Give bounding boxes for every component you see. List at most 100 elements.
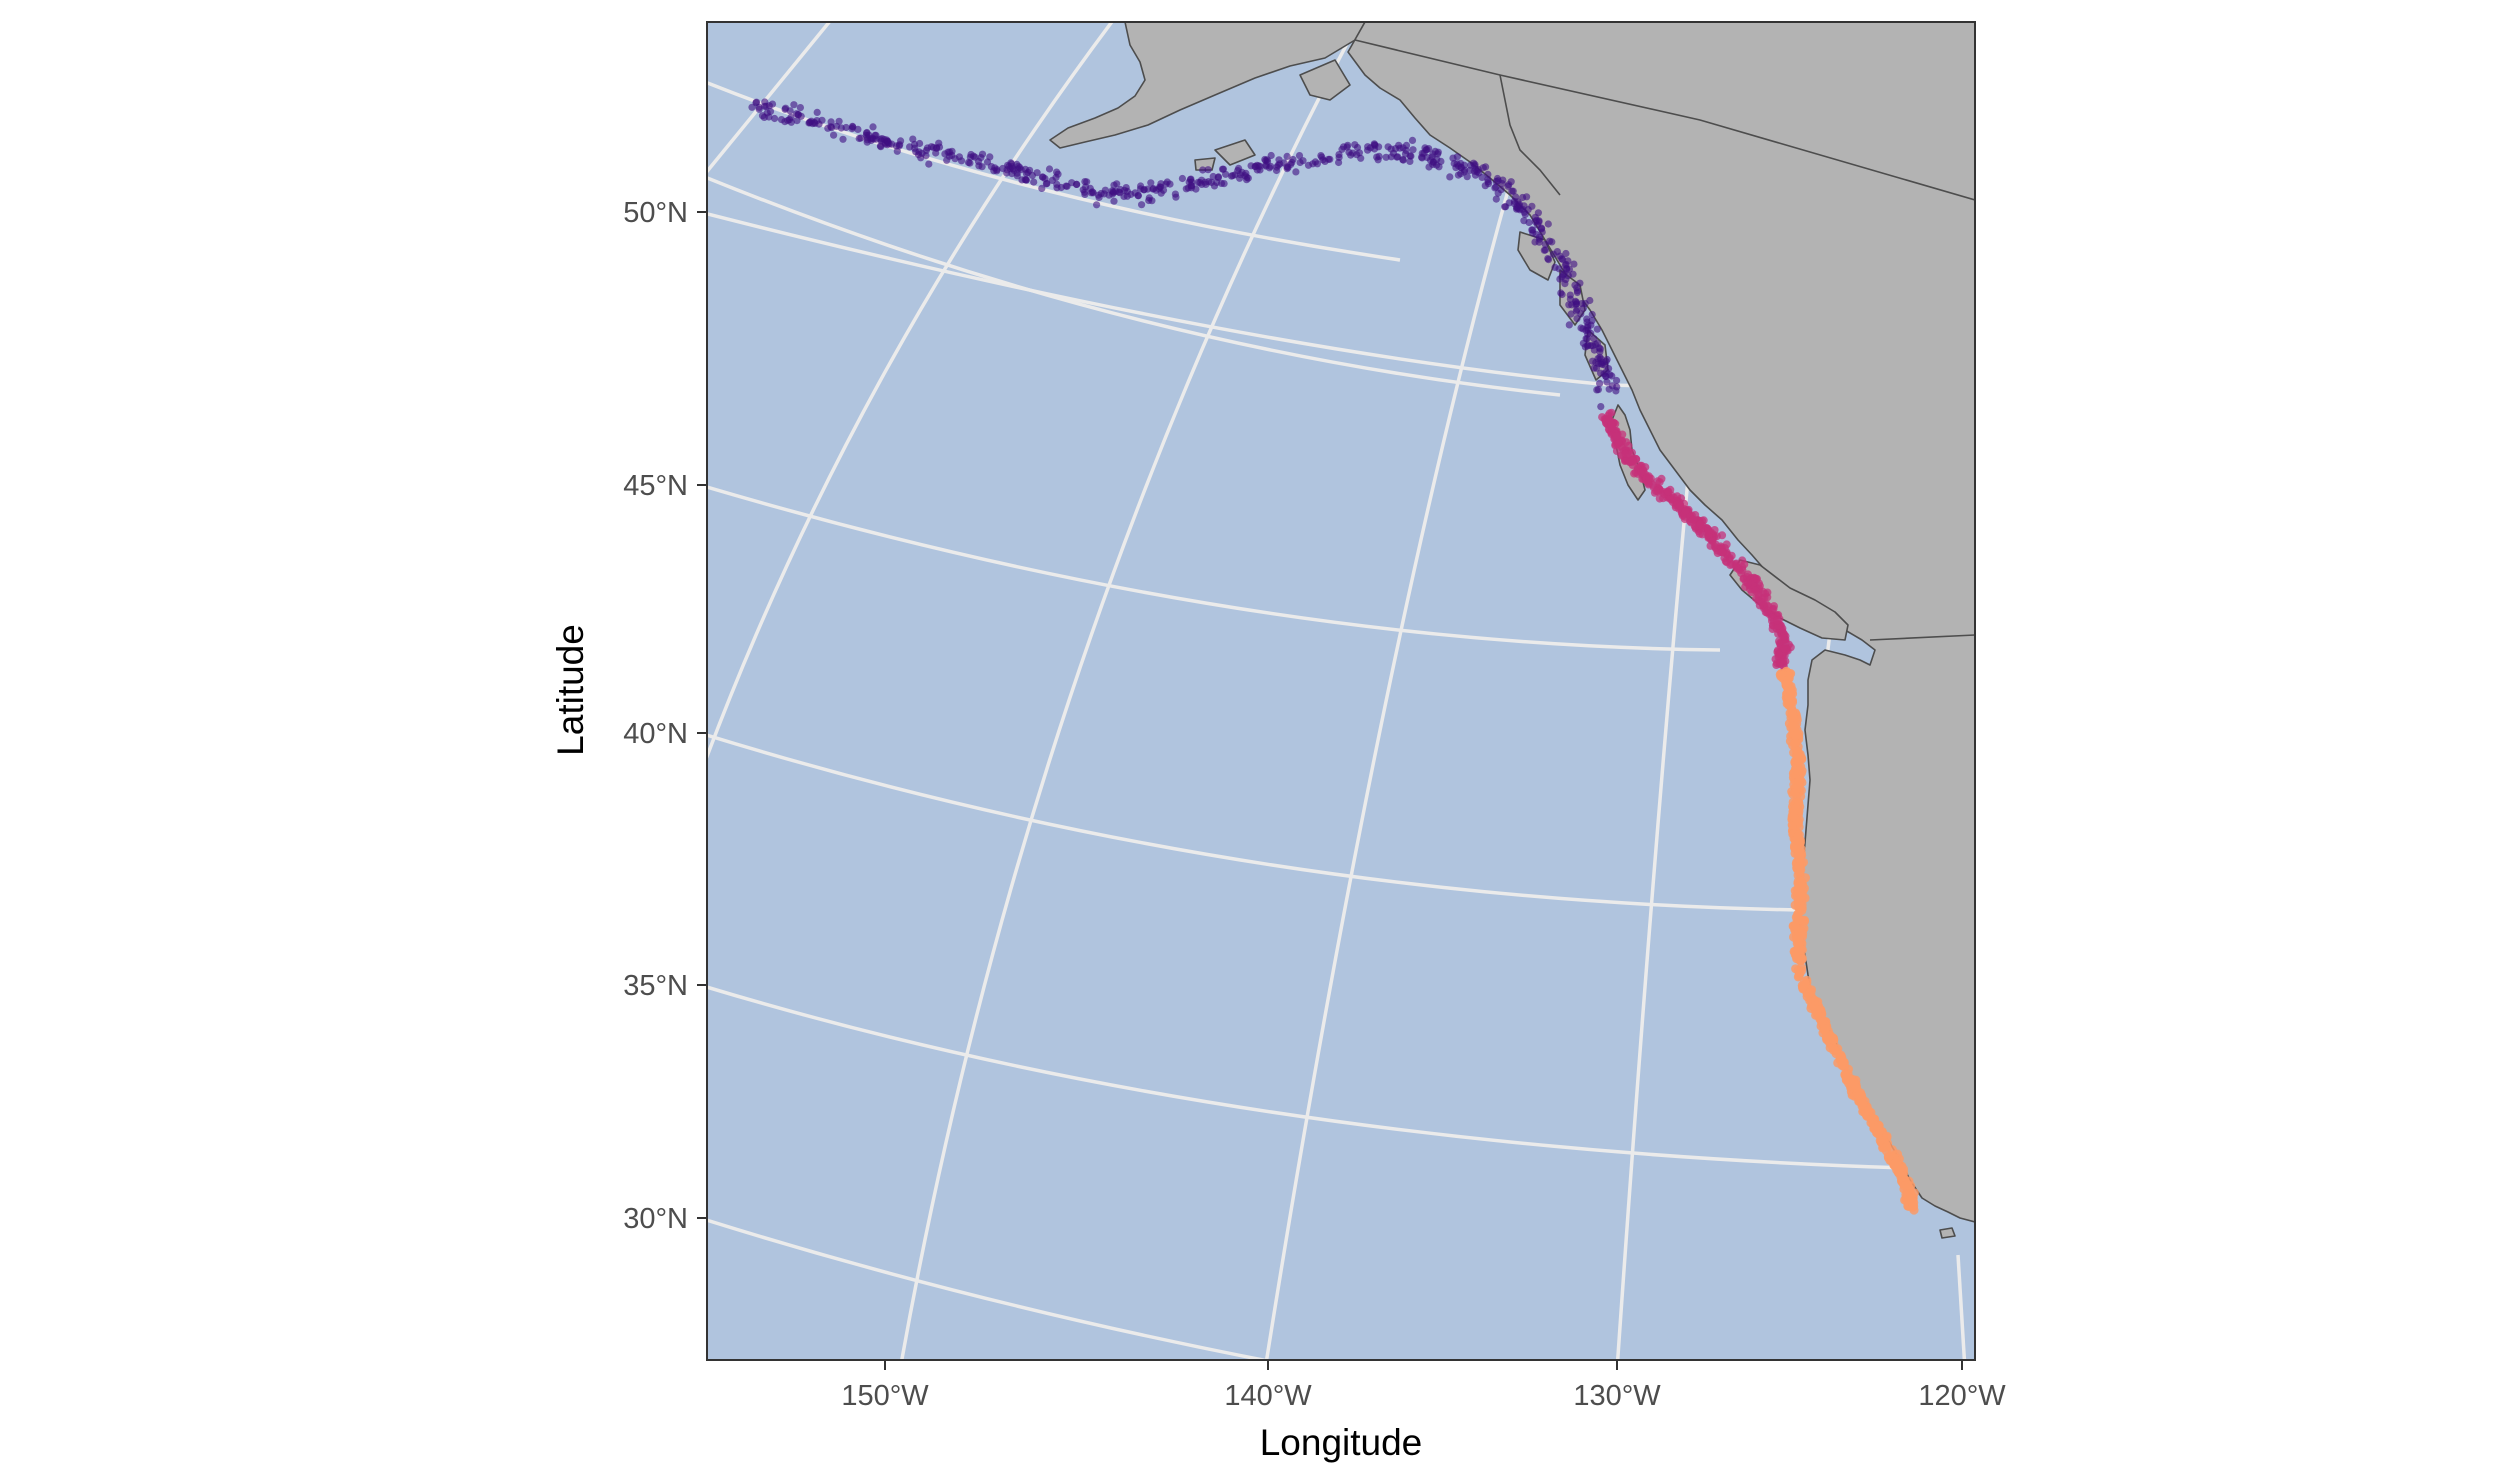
data-point (1589, 357, 1597, 365)
data-point (760, 113, 768, 121)
data-point (1779, 644, 1788, 653)
data-point (1452, 164, 1460, 172)
data-point (906, 143, 914, 151)
data-point (1882, 1131, 1892, 1141)
data-point (943, 156, 951, 164)
data-point (1791, 964, 1801, 974)
data-point (1738, 566, 1747, 575)
data-point (1645, 474, 1653, 483)
data-point (1110, 197, 1118, 205)
data-point (1236, 174, 1244, 182)
data-point (837, 124, 845, 132)
data-point (1608, 372, 1616, 380)
data-point (978, 163, 986, 171)
data-point (1313, 160, 1321, 168)
data-point (1567, 310, 1575, 318)
data-point (1538, 225, 1546, 233)
data-point (1581, 343, 1589, 351)
data-point (1793, 884, 1803, 895)
data-point (1140, 186, 1148, 194)
data-point (1147, 179, 1155, 187)
data-point (1695, 529, 1704, 538)
data-point (1569, 270, 1577, 278)
data-point (1013, 172, 1021, 180)
data-point (1418, 149, 1426, 157)
data-point (1613, 383, 1621, 391)
data-point (1053, 180, 1061, 188)
data-point (1030, 178, 1038, 186)
data-point (1220, 180, 1228, 188)
data-point (810, 118, 819, 126)
data-point (1573, 315, 1581, 323)
data-point (964, 158, 973, 167)
data-point (1110, 181, 1118, 189)
data-point (1858, 1099, 1868, 1109)
data-point (1210, 182, 1219, 190)
y-tick-label-50: 50°N (623, 197, 688, 229)
points-layer (748, 98, 1919, 1215)
data-point (893, 147, 901, 155)
data-point (828, 124, 836, 132)
data-point (1793, 909, 1803, 920)
data-point (1134, 192, 1142, 200)
data-point (863, 138, 871, 146)
data-point (1593, 386, 1601, 394)
data-point (1588, 310, 1596, 319)
data-point (1022, 176, 1030, 184)
data-point (1573, 288, 1581, 297)
data-point (1364, 143, 1372, 151)
data-point (1864, 1106, 1874, 1116)
data-point (1544, 220, 1552, 228)
y-tick-label-35: 35°N (623, 970, 688, 1002)
data-point (1561, 280, 1569, 288)
data-point (1529, 226, 1537, 234)
data-point (1855, 1088, 1866, 1098)
data-point (888, 140, 896, 148)
data-point (1790, 722, 1800, 732)
data-point (1089, 189, 1097, 197)
data-point (895, 142, 903, 150)
data-point (925, 160, 933, 168)
data-point (1292, 168, 1300, 176)
data-point (1776, 671, 1786, 681)
y-ticks (697, 211, 707, 1219)
data-point (761, 102, 769, 110)
data-point (1187, 175, 1195, 183)
data-point (1214, 173, 1222, 181)
data-point (1063, 182, 1071, 190)
parallel-30n (707, 1218, 1273, 1360)
data-point (1127, 190, 1135, 198)
data-point (755, 103, 763, 111)
data-point (1004, 161, 1012, 169)
data-point (1603, 378, 1611, 386)
data-point (1738, 556, 1747, 565)
data-point (1613, 376, 1621, 385)
y-tick-label-40: 40°N (623, 718, 688, 750)
data-point (1565, 321, 1573, 329)
data-point (1621, 449, 1630, 458)
data-point (1474, 165, 1482, 174)
data-point (1120, 192, 1128, 201)
data-point (796, 104, 805, 112)
data-point (792, 110, 801, 118)
data-point (1900, 1195, 1910, 1205)
data-point (1605, 385, 1613, 393)
data-point (1041, 175, 1049, 183)
data-point (1809, 1001, 1819, 1011)
data-point (1204, 166, 1212, 174)
data-point (1793, 757, 1803, 767)
data-point (1579, 304, 1587, 312)
data-point (1355, 149, 1363, 157)
data-point (1038, 184, 1046, 192)
data-point (1382, 153, 1390, 161)
data-point (1790, 900, 1800, 910)
data-point (1492, 183, 1500, 191)
data-point (1755, 601, 1764, 610)
data-point (1523, 193, 1531, 201)
data-point (1607, 420, 1616, 428)
data-point (1408, 136, 1417, 144)
data-point (1498, 180, 1506, 188)
data-point (1821, 1031, 1832, 1041)
data-point (1806, 987, 1816, 998)
